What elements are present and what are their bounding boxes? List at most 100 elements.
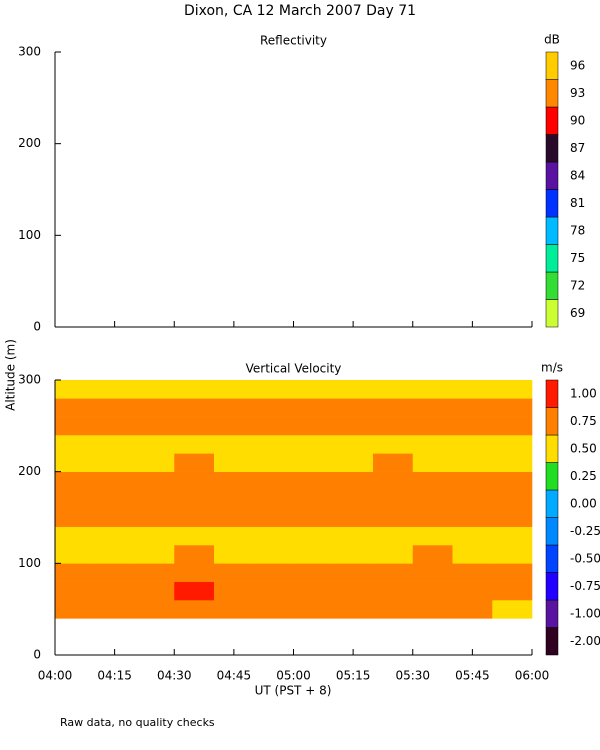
heatmap-cell xyxy=(253,508,294,527)
colorbar-segment xyxy=(545,379,559,408)
heatmap-cell xyxy=(293,581,334,601)
heatmap-cell xyxy=(253,453,294,472)
heatmap-cell xyxy=(452,490,493,509)
colorbar-segment xyxy=(545,134,559,163)
colorbar-segment xyxy=(545,544,559,573)
heatmap-cell xyxy=(174,398,215,417)
colorbar-tick-label: 1.00 xyxy=(570,386,597,400)
colorbar-segment xyxy=(545,462,559,491)
heatmap-cell xyxy=(134,490,175,509)
heatmap-cell xyxy=(134,416,175,436)
heatmap-cell xyxy=(55,398,96,417)
heatmap-cell xyxy=(94,526,135,546)
y-tick-label: 200 xyxy=(18,136,41,150)
heatmap-cell xyxy=(94,453,135,472)
x-tick-label: 04:45 xyxy=(217,669,252,683)
y-tick-label: 300 xyxy=(18,45,41,59)
heatmap-cell xyxy=(373,471,414,491)
heatmap-cell xyxy=(174,508,215,527)
colorbar-unit: dB xyxy=(544,33,560,47)
heatmap-cell xyxy=(293,453,334,472)
heatmap-cell xyxy=(412,490,453,509)
heatmap-cell xyxy=(174,600,215,619)
heatmap-cell xyxy=(253,398,294,417)
heatmap-cell xyxy=(94,435,135,454)
heatmap-cell xyxy=(174,435,215,454)
colorbar-segment xyxy=(545,106,559,135)
y-tick-label: 100 xyxy=(18,556,41,570)
colorbar-tick-label: 69 xyxy=(570,306,585,320)
heatmap-cell xyxy=(55,600,96,619)
colorbar-segment xyxy=(545,517,559,546)
heatmap-cell xyxy=(55,416,96,436)
heatmap-cell xyxy=(373,435,414,454)
heatmap-cell xyxy=(492,416,533,436)
heatmap-cell xyxy=(492,526,533,546)
heatmap-cell xyxy=(412,581,453,601)
heatmap-cell xyxy=(214,526,255,546)
colorbar-tick-label: 0.00 xyxy=(570,496,597,510)
colorbar-tick-label: -1.00 xyxy=(570,606,600,620)
panel-title: Reflectivity xyxy=(260,34,327,48)
heatmap-cell xyxy=(214,398,255,417)
colorbar-segment xyxy=(545,572,559,601)
x-tick-label: 05:15 xyxy=(336,669,371,683)
heatmap-cell xyxy=(253,600,294,619)
heatmap-cell xyxy=(293,508,334,527)
colorbar-segment xyxy=(545,407,559,436)
heatmap-cell xyxy=(253,581,294,601)
heatmap-cell xyxy=(55,435,96,454)
colorbar-tick-label: 0.75 xyxy=(570,414,597,428)
heatmap-cell xyxy=(452,526,493,546)
heatmap-cell xyxy=(214,600,255,619)
heatmap-cell xyxy=(373,453,414,472)
colorbar-segment xyxy=(545,216,559,245)
heatmap-cell xyxy=(333,600,374,619)
heatmap-cell xyxy=(253,435,294,454)
heatmap-cell xyxy=(452,563,493,582)
heatmap-cell xyxy=(214,435,255,454)
heatmap-cell xyxy=(55,508,96,527)
x-tick-label: 04:00 xyxy=(38,669,73,683)
heatmap-cell xyxy=(55,526,96,546)
heatmap-cell xyxy=(492,453,533,472)
heatmap-cell xyxy=(452,545,493,564)
heatmap-cell xyxy=(492,545,533,564)
heatmap-cell xyxy=(55,581,96,601)
heatmap-cell xyxy=(293,563,334,582)
heatmap-cell xyxy=(412,416,453,436)
heatmap-cell xyxy=(412,600,453,619)
heatmap-cell xyxy=(55,453,96,472)
heatmap-cell xyxy=(452,600,493,619)
heatmap-cell xyxy=(174,490,215,509)
y-tick-label: 100 xyxy=(18,228,41,242)
colorbar-tick-label: 75 xyxy=(570,251,585,265)
heatmap-cell xyxy=(452,380,493,399)
heatmap-cell xyxy=(55,490,96,509)
colorbar-tick-label: -0.75 xyxy=(570,579,600,593)
heatmap-cell xyxy=(94,380,135,399)
heatmap-cell xyxy=(333,526,374,546)
heatmap-cell xyxy=(253,416,294,436)
heatmap-cell xyxy=(492,600,533,619)
x-axis-label: UT (PST + 8) xyxy=(255,684,332,698)
heatmap-cell xyxy=(55,471,96,491)
heatmap-cell xyxy=(492,471,533,491)
heatmap-cell xyxy=(214,508,255,527)
heatmap-cell xyxy=(253,471,294,491)
y-tick-label: 300 xyxy=(18,373,41,387)
heatmap-cell xyxy=(94,545,135,564)
colorbar-tick-label: 90 xyxy=(570,113,585,127)
heatmap-cell xyxy=(94,416,135,436)
heatmap-cell xyxy=(94,398,135,417)
heatmap-cell xyxy=(293,600,334,619)
heatmap-cell xyxy=(373,490,414,509)
heatmap-cell xyxy=(293,545,334,564)
heatmap-cell xyxy=(94,563,135,582)
colorbar-tick-label: -2.00 xyxy=(570,634,600,648)
colorbar-segment xyxy=(545,51,559,80)
heatmap-cell xyxy=(134,508,175,527)
heatmap-cell xyxy=(134,471,175,491)
heatmap-cell xyxy=(412,545,453,564)
heatmap-cell xyxy=(174,563,215,582)
